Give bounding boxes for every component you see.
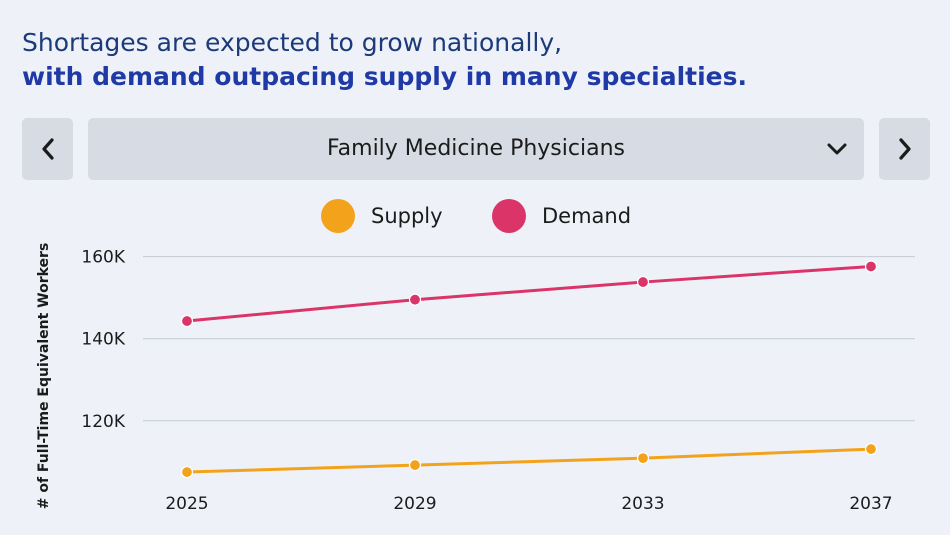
specialty-dropdown[interactable]: Family Medicine Physicians — [88, 118, 864, 180]
chevron-right-icon — [898, 138, 911, 160]
y-tick-labels: 120K 140K 160K — [81, 248, 125, 432]
headline-line-1: Shortages are expected to grow nationall… — [22, 28, 563, 57]
series-lines — [186, 264, 872, 474]
x-tick-label: 2033 — [621, 494, 664, 514]
headline-line-2: with demand outpacing supply in many spe… — [22, 62, 747, 91]
legend-item-demand[interactable]: Demand — [492, 196, 631, 236]
data-point-supply[interactable] — [636, 452, 650, 465]
legend-swatch-supply — [321, 199, 355, 233]
x-tick-label: 2025 — [165, 494, 208, 514]
y-tick-label: 140K — [81, 330, 125, 350]
previous-button[interactable] — [22, 118, 73, 180]
data-point-supply[interactable] — [180, 465, 194, 479]
chart-legend: Supply Demand — [0, 196, 950, 236]
data-point-demand[interactable] — [180, 314, 194, 328]
chevron-left-icon — [41, 138, 54, 160]
series-line-supply — [186, 447, 872, 474]
legend-label-demand: Demand — [542, 204, 632, 228]
next-button[interactable] — [879, 118, 930, 180]
y-tick-label: 160K — [81, 248, 125, 268]
x-tick-label: 2037 — [849, 494, 892, 514]
series-line-demand — [186, 264, 872, 323]
data-point-demand[interactable] — [408, 293, 422, 306]
series-points — [180, 260, 878, 479]
specialty-dropdown-value: Family Medicine Physicians — [327, 136, 625, 161]
x-tick-label: 2029 — [393, 494, 436, 514]
grid-lines — [143, 256, 915, 422]
data-point-supply[interactable] — [864, 442, 878, 456]
y-tick-label: 120K — [81, 412, 125, 432]
headline: Shortages are expected to grow nationall… — [22, 26, 747, 94]
x-tick-labels: 2025 2029 2033 2037 — [165, 494, 892, 514]
chevron-down-icon — [827, 143, 847, 155]
data-point-demand[interactable] — [864, 260, 878, 273]
legend-item-supply[interactable]: Supply — [321, 196, 443, 236]
legend-swatch-demand — [492, 199, 526, 233]
legend-label-supply: Supply — [371, 204, 443, 228]
data-point-supply[interactable] — [408, 458, 422, 472]
data-point-demand[interactable] — [636, 275, 650, 289]
